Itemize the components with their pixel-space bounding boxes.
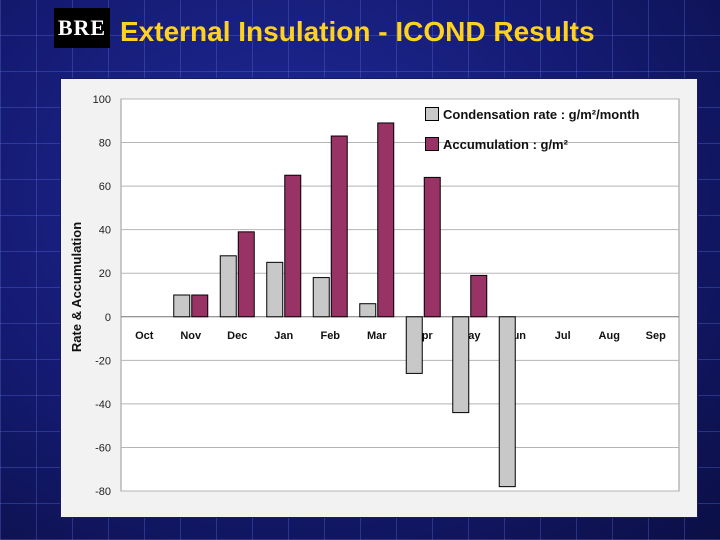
accumulation-bar-may: [470, 274, 488, 318]
y-tick-label: 20: [99, 268, 111, 280]
y-tick-label: 100: [93, 94, 111, 106]
x-tick-label: Aug: [599, 330, 620, 342]
y-tick-label: -80: [95, 486, 111, 498]
condensation-bar-jun: [498, 316, 516, 488]
condensation-bar-nov: [173, 294, 191, 318]
y-tick-label: 80: [99, 138, 111, 150]
accumulation-bar-dec: [237, 231, 255, 318]
condensation-bar-may: [452, 316, 470, 414]
y-tick-labels: 100 80 60 40 20 0 -20 -40 -60 -80: [93, 94, 111, 498]
accumulation-bar-apr: [423, 176, 441, 318]
y-tick-label: 0: [105, 312, 111, 324]
x-tick-label: Jan: [274, 330, 293, 342]
accumulation-bar-feb: [330, 135, 348, 318]
chart-frame: 100 80 60 40 20 0 -20 -40 -60 -80 Oct Nov Dec Jan Feb…: [60, 78, 698, 518]
condensation-bar-dec: [219, 255, 237, 318]
condensation-bar-mar: [359, 303, 377, 318]
legend-label-accumulation: Accumulation : g/m²: [443, 136, 568, 152]
legend-item-condensation: Condensation rate : g/m²/month: [425, 99, 671, 129]
x-tick-label: Feb: [320, 330, 340, 342]
x-tick-label: Mar: [367, 330, 387, 342]
legend-label-condensation: Condensation rate : g/m²/month: [443, 106, 640, 122]
y-tick-label: -40: [95, 399, 111, 411]
y-tick-label: -20: [95, 355, 111, 367]
slide-title: External Insulation - ICOND Results: [120, 16, 595, 47]
x-tick-label: Jul: [555, 330, 571, 342]
legend-item-accumulation: Accumulation : g/m²: [425, 129, 671, 159]
chart-legend: Condensation rate : g/m²/month Accumulat…: [425, 99, 671, 159]
bars: [173, 122, 516, 488]
legend-swatch-condensation: [425, 107, 439, 121]
condensation-bar-apr: [405, 316, 423, 374]
x-tick-label: Sep: [646, 330, 666, 342]
x-tick-label: Nov: [180, 330, 202, 342]
x-tick-label: Oct: [135, 330, 154, 342]
condensation-bar-jan: [266, 261, 284, 318]
y-axis-label: Rate & Accumulation: [69, 222, 84, 352]
x-tick-label: Dec: [227, 330, 247, 342]
plot-area: [120, 98, 680, 492]
legend-swatch-accumulation: [425, 137, 439, 151]
y-tick-label: -60: [95, 442, 111, 454]
accumulation-bar-nov: [191, 294, 209, 318]
condensation-bar-feb: [312, 277, 330, 318]
y-tick-label: 60: [99, 181, 111, 193]
gridlines: [120, 98, 680, 492]
accumulation-bar-jan: [284, 174, 302, 318]
accumulation-bar-mar: [377, 122, 395, 318]
bar-chart: 100 80 60 40 20 0 -20 -40 -60 -80 Oct Nov Dec Jan Feb…: [69, 94, 680, 498]
y-tick-label: 40: [99, 225, 111, 237]
bre-logo: BRE: [54, 8, 110, 48]
